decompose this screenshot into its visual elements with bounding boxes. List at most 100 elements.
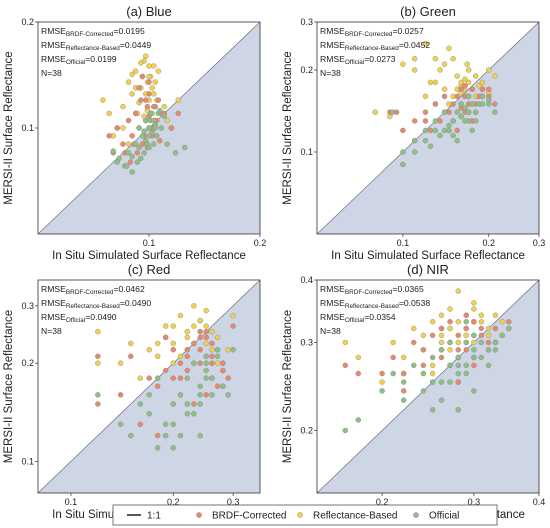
stat-line-1: RMSEReflectance-Based=0.0449 [41, 40, 151, 52]
point-official-18 [214, 353, 221, 360]
sample-count: N=38 [41, 68, 62, 78]
x-tick-label-2: 0.3 [533, 238, 546, 248]
point-official-36 [170, 401, 176, 407]
point-official-15 [472, 109, 479, 115]
point-official-35 [220, 383, 226, 389]
point-brdf-4 [132, 110, 139, 117]
point-brdf-14 [463, 325, 469, 332]
x-tick-label-1: 0.2 [167, 497, 180, 507]
point-official-30 [225, 392, 231, 398]
point-official-5 [136, 144, 142, 151]
chart-panel-1: 0.1 0.2 0.1 0.2 (a) Blue In Situ Simulated Su… [3, 4, 266, 262]
point-brdf-19 [492, 101, 498, 107]
point-refl-23 [154, 340, 161, 347]
stat-line-2: RMSEOfficial=0.0354 [320, 312, 396, 324]
stat-line-1: RMSEReflectance-Based=0.0490 [41, 298, 151, 310]
stat-line-2: RMSEOfficial=0.0490 [41, 312, 117, 324]
legend-label-3: Official [429, 511, 459, 522]
y-tick-label-1: 0.3 [300, 337, 313, 347]
stat-line-1: RMSEReflectance-Based=0.0452 [320, 40, 430, 52]
axes-frame [37, 279, 261, 494]
point-refl-8 [438, 339, 445, 346]
point-brdf-13 [455, 332, 461, 339]
point-refl-37 [429, 370, 436, 377]
point-refl-1 [411, 55, 418, 62]
point-refl-10 [191, 323, 197, 329]
point-official-32 [184, 411, 191, 417]
points-group [342, 288, 512, 434]
point-official-27 [455, 362, 461, 369]
point-refl-2 [379, 379, 385, 385]
point-brdf-1 [120, 141, 126, 147]
point-refl-17 [151, 63, 157, 69]
point-refl-3 [129, 91, 135, 97]
point-refl-0 [400, 61, 406, 67]
point-brdf-3 [146, 375, 152, 381]
point-refl-35 [203, 307, 209, 314]
point-official-1 [411, 137, 418, 144]
point-refl-8 [184, 328, 191, 335]
point-refl-19 [485, 325, 492, 332]
point-refl-15 [472, 73, 479, 79]
point-official-30 [469, 127, 475, 134]
point-brdf-2 [379, 370, 385, 377]
point-official-20 [492, 339, 499, 346]
point-refl-25 [429, 362, 436, 369]
point-refl-7 [177, 353, 184, 360]
point-refl-21 [95, 360, 101, 366]
point-brdf-15 [463, 347, 469, 353]
panel-title: (d) NIR [407, 262, 449, 277]
point-brdf-30 [225, 375, 231, 381]
point-official-13 [197, 401, 203, 407]
point-official-29 [465, 109, 472, 115]
point-official-36 [429, 379, 436, 385]
point-brdf-13 [197, 334, 203, 341]
point-official-8 [454, 109, 460, 115]
point-official-5 [411, 362, 417, 369]
point-official-26 [447, 379, 453, 385]
legend-frame [112, 504, 498, 526]
point-official-4 [437, 132, 443, 139]
point-refl-6 [170, 360, 176, 366]
point-refl-3 [146, 347, 152, 353]
point-official-32 [136, 125, 142, 131]
point-brdf-36 [151, 103, 157, 110]
y-tick-label-2: 0.3 [300, 17, 313, 27]
stat-line-0: RMSEBRDF-Corrected=0.0365 [320, 284, 424, 296]
point-brdf-0 [400, 127, 406, 134]
point-refl-26 [191, 303, 197, 309]
point-official-19 [123, 163, 130, 169]
point-official-34 [143, 117, 149, 124]
point-refl-30 [478, 319, 485, 325]
x-axis-label: In Situ Simulated Surface Reflectance [52, 250, 246, 262]
stat-line-0: RMSEBRDF-Corrected=0.0195 [41, 26, 145, 38]
point-refl-21 [499, 319, 505, 325]
point-refl-15 [149, 85, 155, 91]
point-refl-25 [441, 61, 448, 67]
sample-count: N=38 [320, 68, 341, 78]
point-refl-26 [447, 347, 453, 353]
point-refl-22 [137, 375, 144, 381]
point-brdf-21 [137, 421, 144, 427]
point-refl-5 [441, 86, 448, 92]
y-tick-label-1: 0.2 [21, 358, 34, 368]
point-refl-18 [478, 312, 485, 319]
point-official-20 [389, 109, 396, 115]
point-refl-16 [151, 91, 157, 97]
legend: 1:1 BRDF-Corrected Reflectance-Based Offici… [112, 504, 498, 526]
point-official-37 [463, 319, 469, 325]
legend-point-marker-3 [413, 512, 419, 518]
point-official-22 [138, 155, 144, 162]
point-official-10 [458, 101, 464, 107]
point-official-31 [162, 421, 169, 427]
point-refl-31 [100, 97, 106, 103]
point-official-17 [471, 332, 477, 339]
point-refl-26 [450, 55, 456, 62]
point-refl-35 [129, 71, 135, 78]
point-official-3 [432, 118, 439, 124]
stat-line-1: RMSEReflectance-Based=0.0538 [320, 298, 430, 310]
point-brdf-6 [138, 97, 144, 103]
point-official-35 [146, 125, 152, 131]
point-brdf-32 [432, 101, 439, 107]
